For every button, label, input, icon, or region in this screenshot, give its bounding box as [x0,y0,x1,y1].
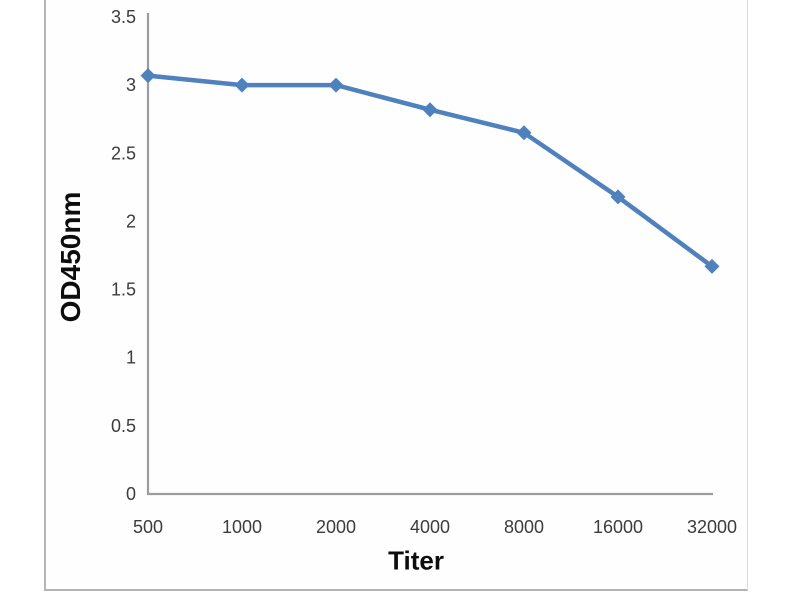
data-point-marker [234,77,250,93]
x-tick-label: 4000 [410,517,450,537]
x-tick-label: 1000 [222,517,262,537]
y-tick-label: 2.5 [111,143,136,163]
x-tick-label: 8000 [504,517,544,537]
y-tick-label: 0 [126,484,136,504]
x-tick-label: 2000 [316,517,356,537]
x-tick-label: 32000 [687,517,737,537]
data-point-marker [140,68,156,84]
y-tick-label: 3 [126,75,136,95]
data-point-marker [704,258,720,274]
y-axis-title: OD450nm [55,191,86,323]
data-point-marker [328,77,344,93]
y-tick-label: 0.5 [111,416,136,436]
x-tick-label: 500 [133,517,163,537]
y-tick-label: 3.5 [111,7,136,27]
y-tick-label: 1.5 [111,280,136,300]
x-axis-title: Titer [388,545,444,576]
data-point-marker [516,125,532,141]
x-tick-label: 16000 [593,517,643,537]
data-point-marker [610,189,626,205]
y-tick-label: 1 [126,348,136,368]
data-point-marker [422,102,438,118]
y-tick-label: 2 [126,211,136,231]
